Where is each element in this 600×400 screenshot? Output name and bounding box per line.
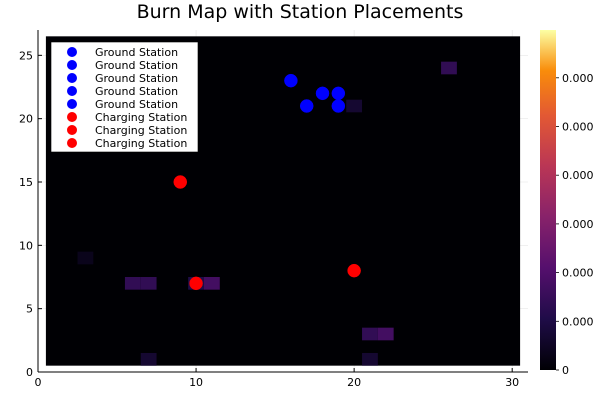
legend-marker [67,125,77,135]
x-tick-label: 30 [505,376,519,389]
legend-label: Ground Station [95,85,178,98]
y-tick-label: 25 [19,49,33,62]
chart-title: Burn Map with Station Placements [137,1,464,23]
x-tick-label: 0 [35,376,42,389]
legend-marker [67,86,77,96]
heatmap-cell [140,353,157,366]
colorbar-tick-label: 0.000 [562,169,594,182]
axes: 0 10 20 30 0 5 10 15 20 25 [19,30,528,389]
heatmap-cell [203,277,220,290]
legend-marker [67,138,77,148]
legend-marker [67,73,77,83]
heatmap-cell [362,353,378,366]
ground-station-marker [299,99,314,113]
legend-marker [67,60,77,70]
heatmap-cell [140,277,157,290]
x-tick-label: 20 [347,376,361,389]
legend-marker [67,47,77,57]
colorbar-tick-label: 0.000 [562,121,594,134]
colorbar-tick-label: 0.000 [562,72,594,85]
legend-label: Ground Station [95,72,178,85]
y-tick-label: 10 [19,239,33,252]
colorbar-tick-label: 0.000 [562,267,594,280]
heatmap-cell [441,61,457,75]
y-tick-label: 15 [19,176,33,189]
legend-label: Ground Station [95,98,178,111]
y-tick-label: 0 [26,366,33,379]
colorbar: 0 0.000 0.000 0.000 0.000 0.000 0.000 [540,30,594,377]
colorbar-tick-label: 0.000 [562,315,594,328]
legend-label: Charging Station [95,111,187,124]
legend-label: Ground Station [95,46,178,59]
heatmap-cell [124,277,141,290]
legend-label: Charging Station [95,124,187,137]
legend-box [50,41,199,153]
ground-station-marker [331,86,346,101]
heatmap-cell [362,327,378,341]
legend-marker [67,112,77,122]
heatmap-cell [377,327,394,341]
legend-marker [67,99,77,109]
ground-station-marker [331,99,346,113]
colorbar-bar [540,30,556,370]
station-markers [173,73,361,291]
x-tick-label: 10 [189,376,203,389]
ground-station-marker [284,73,298,88]
legend-label: Ground Station [95,59,178,72]
ground-station-marker [315,86,330,101]
charging-station-marker [173,175,188,189]
colorbar-tick-label: 0.000 [562,218,594,231]
y-tick-label: 20 [19,113,33,126]
heatmap-cell [346,99,363,113]
heatmap-cell [77,251,94,265]
charging-station-marker [347,263,361,278]
colorbar-tick-label: 0 [562,364,569,377]
y-tick-label: 5 [26,303,33,316]
legend-label: Charging Station [95,137,187,150]
charging-station-marker [189,276,203,291]
